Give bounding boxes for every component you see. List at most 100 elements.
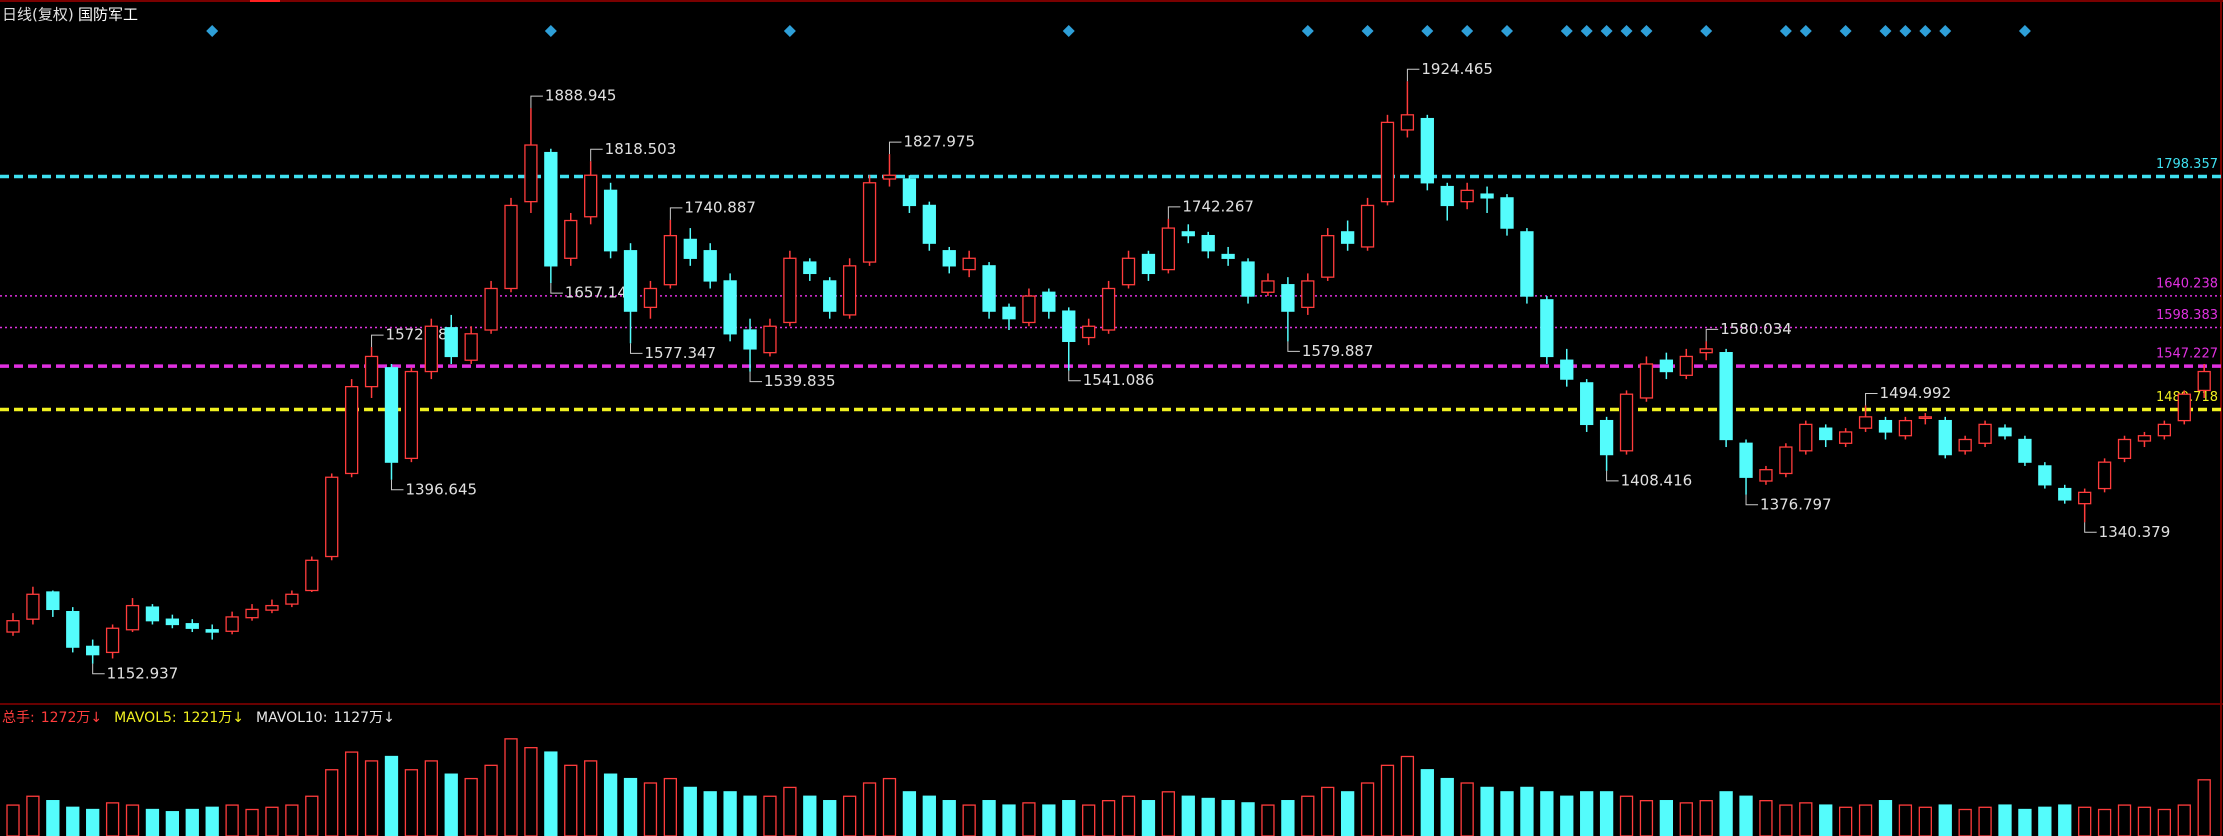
candle-body [26, 593, 40, 620]
candle-body [225, 616, 239, 632]
label-leader [888, 141, 902, 155]
high-label: 1827.975 [903, 133, 975, 151]
candle-body [105, 627, 120, 654]
candle-body [145, 606, 160, 622]
volume-bar [603, 773, 618, 836]
label-leader [371, 334, 384, 348]
candle-body [683, 238, 697, 259]
low-label: 1577.347 [645, 344, 717, 362]
volume-bar [882, 777, 897, 836]
signal-marker [1301, 25, 1314, 37]
candle-body [1759, 469, 1773, 482]
candle-body [2018, 438, 2032, 463]
candle-body [1062, 310, 1076, 342]
volume-header-value: 1221万↓ [183, 710, 244, 726]
signal-marker [1799, 25, 1812, 37]
candle-body [1898, 419, 1913, 437]
volume-bar [2157, 808, 2172, 836]
candle-body [1181, 231, 1195, 237]
volume-bar [1301, 795, 1315, 836]
volume-bar [1022, 802, 1036, 836]
signal-marker [1600, 25, 1613, 37]
volume-bar [962, 804, 976, 836]
candle-body [2117, 438, 2132, 460]
candle-body [1101, 287, 1116, 331]
signal-marker [1779, 25, 1792, 37]
volume-bar [862, 782, 877, 836]
candle-body [1520, 231, 1534, 297]
candle-body [1360, 204, 1375, 248]
label-leader [1167, 206, 1181, 219]
candle-body [364, 355, 379, 388]
volume-bar [2197, 779, 2211, 836]
volume-bar [1480, 786, 1494, 836]
low-label: 1539.835 [764, 372, 836, 390]
candle-body [1460, 189, 1474, 203]
high-label: 1740.887 [684, 198, 756, 216]
volume-bar [564, 764, 578, 836]
candle-body [1938, 419, 1952, 456]
candle-body [1321, 234, 1335, 278]
level-label: 1598.383 [2156, 308, 2218, 323]
volume-bar [404, 769, 419, 836]
candle-body [2197, 370, 2211, 392]
candle-body [2078, 491, 2092, 505]
candle-body [743, 329, 757, 350]
candle-body [564, 219, 578, 259]
candle-body [504, 204, 518, 290]
volume-bar [1281, 800, 1295, 836]
signal-marker [1640, 25, 1653, 37]
volume-bar [26, 795, 40, 836]
candle-body [1978, 423, 1992, 444]
candle-body [1699, 348, 1713, 354]
candle-body [1560, 359, 1574, 380]
volume-bar [1958, 808, 1972, 836]
candle-body [325, 476, 339, 558]
signal-marker [1620, 25, 1633, 37]
candle-body [404, 370, 419, 460]
volume-bar [1799, 802, 1813, 836]
candle-body [86, 645, 100, 656]
candle-body [1221, 253, 1235, 259]
volume-bar [1201, 797, 1215, 836]
candle-body [1580, 382, 1594, 426]
volume-bar [1261, 804, 1275, 836]
candle-body [544, 151, 558, 267]
candle-body [265, 604, 279, 611]
volume-bar [1460, 782, 1474, 836]
candle-body [2038, 465, 2052, 486]
candle-body [842, 265, 857, 316]
volume-bar [66, 806, 80, 836]
label-leader [2084, 522, 2097, 533]
candle-body [1201, 234, 1215, 252]
volume-bar [1858, 804, 1873, 836]
volume-bar [165, 811, 180, 836]
candle-body [2177, 393, 2191, 422]
volume-bar [1878, 800, 1893, 836]
candle-body [1858, 416, 1873, 429]
volume-bar [1002, 804, 1016, 836]
label-leader [590, 148, 603, 162]
volume-bar [86, 808, 100, 836]
candle-body [1500, 197, 1514, 229]
volume-bar [1380, 764, 1395, 836]
candle-body [1659, 359, 1674, 373]
volume-bar [185, 808, 199, 836]
volume-bar [703, 791, 717, 836]
high-label: 1742.267 [1182, 197, 1254, 215]
volume-bar [1679, 802, 1693, 836]
volume-bar [1739, 795, 1753, 836]
candle-body [1639, 363, 1654, 399]
volume-bar [504, 738, 518, 836]
label-leader [1745, 494, 1759, 506]
volume-bar [1540, 791, 1554, 836]
volume-bar [245, 808, 259, 836]
volume-bar [524, 747, 538, 836]
signal-marker [1839, 25, 1852, 37]
label-leader [530, 95, 543, 109]
low-label: 1396.645 [405, 480, 477, 498]
high-label: 1572.380 [386, 326, 458, 344]
candle-body [424, 325, 438, 373]
volume-bar [2058, 804, 2072, 836]
signal-marker [1879, 25, 1892, 37]
